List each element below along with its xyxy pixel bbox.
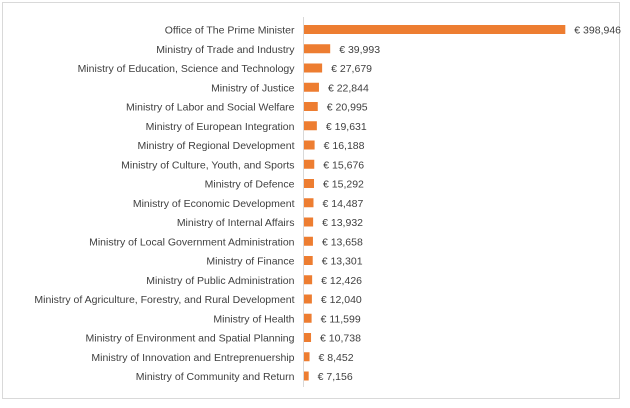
category-label: Ministry of Internal Affairs xyxy=(177,217,295,229)
category-label: Ministry of Labor and Social Welfare xyxy=(126,102,295,114)
category-label: Ministry of Health xyxy=(213,313,294,325)
value-label: € 398,946 xyxy=(574,25,621,37)
category-label: Ministry of Economic Development xyxy=(133,198,295,210)
value-label: € 19,631 xyxy=(326,121,367,133)
value-label: € 13,301 xyxy=(322,256,363,268)
bar xyxy=(304,217,314,227)
bar xyxy=(304,44,331,54)
bar xyxy=(304,198,314,208)
value-label: € 8,452 xyxy=(319,352,354,364)
value-label: € 11,599 xyxy=(321,313,361,325)
bar xyxy=(304,294,312,304)
value-label: € 7,156 xyxy=(318,371,353,383)
bar xyxy=(304,275,313,285)
category-label: Ministry of Regional Development xyxy=(138,140,295,152)
value-label: € 39,993 xyxy=(339,44,380,56)
category-labels: Office of The Prime Minister Ministry of … xyxy=(34,25,295,384)
bar xyxy=(304,371,309,381)
category-label: Ministry of Trade and Industry xyxy=(156,44,295,56)
category-label: Ministry of Local Government Administrat… xyxy=(89,236,295,248)
bar xyxy=(304,25,566,34)
value-label: € 12,426 xyxy=(321,275,362,287)
bar xyxy=(304,179,315,188)
bar xyxy=(304,313,312,323)
value-label: € 15,676 xyxy=(323,159,364,171)
value-label: € 13,932 xyxy=(322,217,363,229)
value-label: € 15,292 xyxy=(323,179,364,191)
value-label: € 27,679 xyxy=(331,63,372,75)
category-label: Ministry of Agriculture, Forestry, and R… xyxy=(34,294,294,306)
value-label: € 12,040 xyxy=(321,294,362,306)
category-label: Ministry of Public Administration xyxy=(146,275,294,287)
bar xyxy=(304,82,319,92)
bar xyxy=(304,333,312,342)
bar xyxy=(304,159,315,169)
bar xyxy=(304,352,310,362)
bar xyxy=(304,140,315,150)
category-label: Ministry of Education, Science and Techn… xyxy=(78,63,296,75)
category-label: Office of The Prime Minister xyxy=(165,25,295,37)
category-label: Ministry of Culture, Youth, and Sports xyxy=(121,159,294,171)
bar xyxy=(304,256,313,265)
value-label: € 22,844 xyxy=(328,82,369,94)
category-label: Ministry of European Integration xyxy=(146,121,295,133)
bar xyxy=(304,63,323,73)
category-label: Ministry of Defence xyxy=(205,179,295,191)
category-label: Ministry of Community and Return xyxy=(136,371,295,383)
category-label: Ministry of Innovation and Entreprenuers… xyxy=(91,352,294,364)
bars xyxy=(304,25,566,381)
category-label: Ministry of Environment and Spatial Plan… xyxy=(86,333,295,345)
value-label: € 20,995 xyxy=(327,102,368,114)
category-label: Ministry of Justice xyxy=(211,82,295,94)
bar xyxy=(304,102,318,111)
bar xyxy=(304,121,317,131)
value-label: € 14,487 xyxy=(322,198,363,210)
value-label: € 16,188 xyxy=(324,140,365,152)
value-labels: € 398,946 € 39,993 € 27,679 € 22,844 € 20,99… xyxy=(318,25,621,384)
category-label: Ministry of Finance xyxy=(206,256,294,268)
value-label: € 13,658 xyxy=(322,236,363,248)
value-label: € 10,738 xyxy=(320,333,361,345)
bar xyxy=(304,236,313,246)
